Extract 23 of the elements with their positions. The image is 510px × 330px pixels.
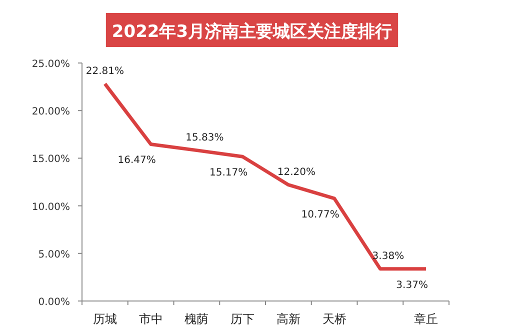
x-tick-label: 天桥: [322, 312, 346, 326]
y-tick-label: 20.00%: [32, 106, 70, 118]
x-tick-label: 历下: [230, 312, 255, 326]
x-tick-label: 章丘: [414, 312, 438, 326]
x-tick-label: 高新: [276, 312, 300, 326]
data-label: 10.77%: [301, 209, 340, 220]
y-tick-label: 0.00%: [38, 297, 70, 308]
x-tick-label: 市中: [138, 312, 163, 326]
data-label: 15.83%: [186, 132, 224, 144]
x-tick-label: 历城: [92, 312, 117, 326]
chart-title: 2022年3月济南主要城区关注度排行: [112, 22, 392, 42]
y-tick-label: 25.00%: [32, 59, 70, 70]
line-series: [103, 82, 428, 271]
x-tick-label: 槐荫: [184, 312, 209, 326]
data-label: 3.37%: [396, 280, 428, 291]
y-tick-label: 10.00%: [32, 202, 70, 213]
data-label: 22.81%: [86, 66, 124, 77]
data-label: 15.17%: [209, 168, 248, 179]
data-label: 12.20%: [277, 166, 316, 178]
data-label: 16.47%: [118, 155, 156, 166]
y-tick-label: 5.00%: [38, 249, 70, 260]
data-label: 3.38%: [372, 250, 404, 262]
y-tick-label: 15.00%: [32, 154, 70, 166]
